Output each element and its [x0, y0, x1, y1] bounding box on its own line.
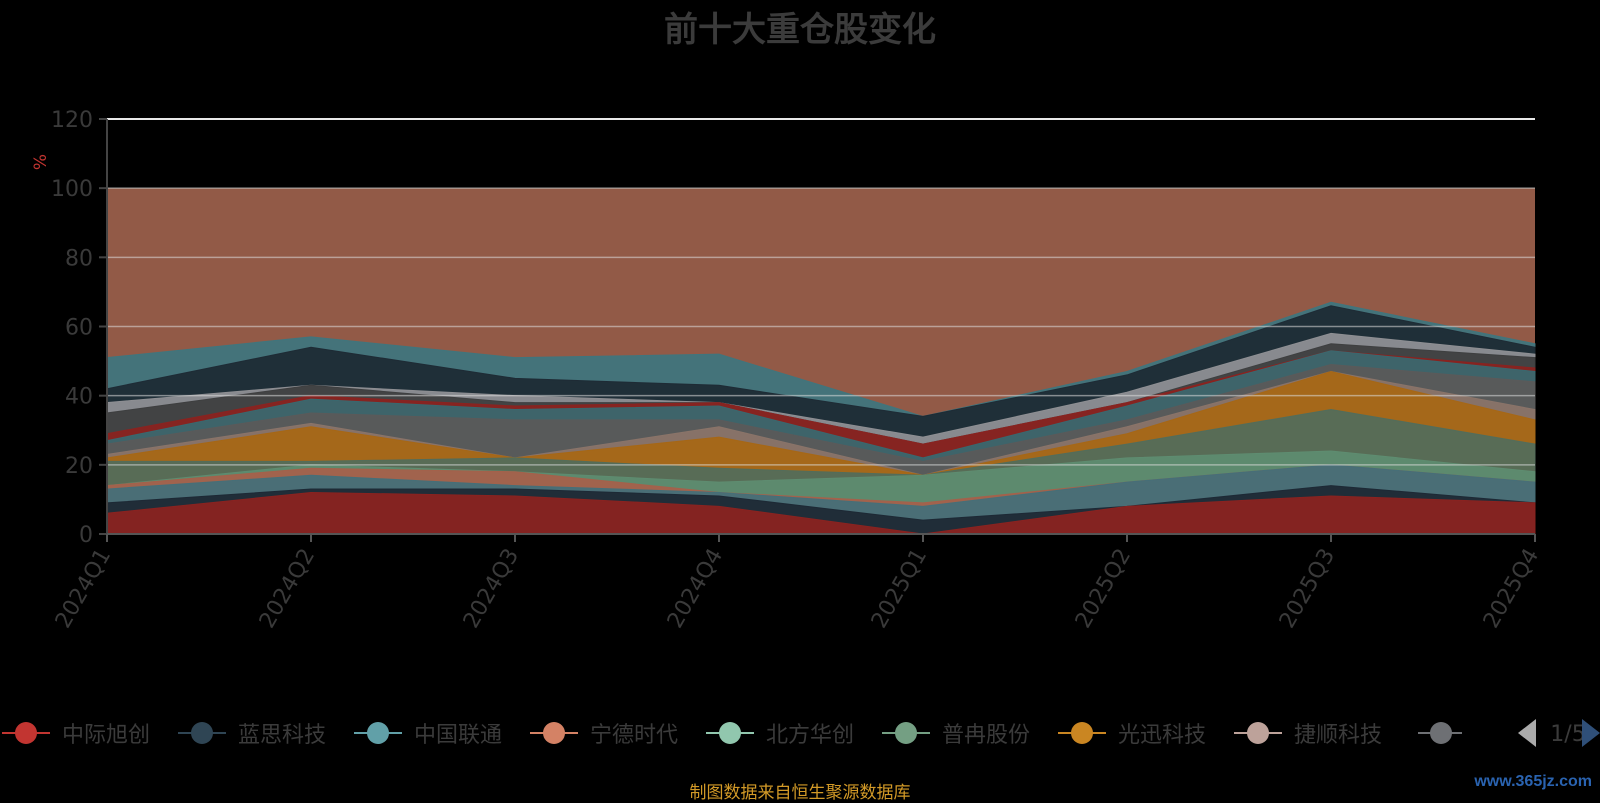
grid-layer	[107, 118, 1535, 466]
x-tick-label: 2025Q1	[867, 545, 932, 633]
x-tick-label: 2025Q2	[1071, 545, 1136, 633]
next-page-icon[interactable]	[1582, 719, 1600, 747]
legend-label: 蓝思科技	[238, 723, 326, 748]
x-tick-label: 2024Q2	[255, 545, 320, 633]
chart-title: 前十大重仓股变化	[664, 10, 936, 50]
x-tick-label: 2024Q3	[459, 545, 524, 633]
x-tick-label: 2024Q1	[51, 545, 116, 633]
legend-label: 捷顺科技	[1294, 723, 1382, 748]
legend: 中际旭创 蓝思科技 中国联通 宁德时代 北方华创 普冉股份 光迅科技 捷顺科技 1/5	[2, 719, 1600, 748]
area-layer	[106, 301, 1536, 535]
legend-item[interactable]: 蓝思科技	[178, 722, 326, 748]
legend-page-indicator: 1/5	[1550, 722, 1585, 747]
legend-item[interactable]: 中国联通	[354, 722, 502, 748]
legend-label: 宁德时代	[590, 723, 678, 748]
prev-page-icon[interactable]	[1518, 719, 1536, 747]
legend-label: 光迅科技	[1118, 723, 1206, 748]
y-tick-label: 60	[65, 316, 93, 341]
y-tick-label: 80	[65, 246, 93, 271]
legend-item[interactable]: 捷顺科技	[1234, 722, 1382, 748]
x-tick-label: 2024Q4	[663, 545, 728, 633]
legend-item[interactable]: 北方华创	[706, 722, 854, 748]
y-tick-label: 100	[51, 177, 93, 202]
legend-marker	[191, 722, 213, 744]
legend-label: 中国联通	[414, 723, 502, 748]
legend-item[interactable]: 普冉股份	[882, 722, 1030, 748]
legend-item[interactable]: 中际旭创	[2, 722, 150, 748]
legend-label: 北方华创	[766, 723, 854, 748]
watermark: www.365jz.com	[1474, 773, 1592, 790]
legend-marker	[895, 722, 917, 744]
y-tick-label: 0	[79, 523, 93, 548]
y-axis-label: %	[31, 154, 51, 170]
legend-marker	[719, 722, 741, 744]
legend-item[interactable]: 宁德时代	[530, 722, 678, 748]
legend-item-partial[interactable]	[1418, 722, 1462, 744]
y-tick-label: 40	[65, 385, 93, 410]
legend-label: 中际旭创	[62, 723, 150, 748]
x-tick-label: 2025Q4	[1479, 545, 1544, 633]
x-tick-label: 2025Q3	[1275, 545, 1340, 633]
legend-marker	[543, 722, 565, 744]
y-tick-label: 20	[65, 454, 93, 479]
legend-marker	[1247, 722, 1269, 744]
legend-marker	[15, 722, 37, 744]
legend-pager: 1/5	[1518, 719, 1600, 747]
legend-marker	[367, 722, 389, 744]
y-tick-label: 120	[51, 108, 93, 133]
legend-marker	[1071, 722, 1093, 744]
legend-label: 普冉股份	[942, 723, 1030, 748]
legend-item[interactable]: 光迅科技	[1058, 722, 1206, 748]
data-source-note: 制图数据来自恒生聚源数据库	[689, 783, 911, 803]
